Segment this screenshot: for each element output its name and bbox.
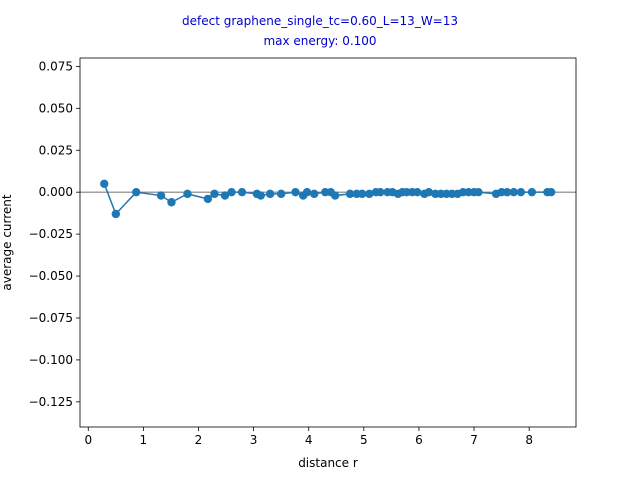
x-tick-label: 2 <box>195 433 203 447</box>
x-axis-label: distance r <box>298 456 358 470</box>
data-point <box>276 189 286 199</box>
data-point <box>474 187 483 197</box>
data-point <box>265 189 275 199</box>
y-tick-label: −0.100 <box>29 353 73 367</box>
y-tick-label: −0.025 <box>29 227 73 241</box>
data-point <box>183 189 192 199</box>
y-tick-label: −0.125 <box>29 395 73 409</box>
data-point <box>376 187 385 197</box>
data-point <box>256 191 265 200</box>
data-point <box>291 187 300 197</box>
x-tick-label: 3 <box>250 433 258 447</box>
chart-title-line-2: max energy: 0.100 <box>263 34 376 48</box>
chart-title: defect graphene_single_tc=0.60_L=13_W=13… <box>182 14 458 48</box>
data-point <box>527 187 537 197</box>
x-tick-label: 6 <box>415 433 423 447</box>
y-tick-label: 0.075 <box>39 59 73 73</box>
data-point <box>302 187 312 197</box>
data-point <box>132 187 141 197</box>
y-tick-label: −0.050 <box>29 269 73 283</box>
data-point <box>220 191 230 200</box>
data-point <box>310 189 319 199</box>
x-axis: 0 1 2 3 4 5 6 7 8 <box>84 427 533 447</box>
axes-frame <box>79 57 577 428</box>
data-point <box>111 209 121 219</box>
data-point <box>345 189 355 199</box>
y-axis: 0.075 0.050 0.025 0.000 −0.025 −0.050 −0.075 −0… <box>29 59 80 409</box>
x-tick-label: 5 <box>360 433 368 447</box>
data-point <box>424 187 434 197</box>
x-tick-label: 8 <box>525 433 533 447</box>
data-point <box>547 187 556 197</box>
data-point <box>413 187 422 197</box>
y-tick-label: 0.050 <box>39 101 73 115</box>
data-point <box>227 187 236 197</box>
data-point <box>516 187 526 197</box>
data-point <box>203 194 213 204</box>
data-point <box>100 179 109 188</box>
x-tick-label: 1 <box>140 433 148 447</box>
data-point <box>156 191 166 200</box>
x-tick-label: 4 <box>305 433 313 447</box>
data-point <box>210 189 219 199</box>
data-point <box>365 189 374 199</box>
plot-area <box>80 179 576 219</box>
data-point <box>167 198 176 207</box>
data-point <box>330 191 340 200</box>
y-tick-label: 0.000 <box>39 185 73 199</box>
y-axis-label: average current <box>0 194 14 291</box>
data-point <box>237 187 247 197</box>
x-tick-label: 7 <box>470 433 478 447</box>
data-point <box>502 187 512 197</box>
data-point <box>357 189 367 199</box>
y-tick-label: 0.025 <box>39 143 73 157</box>
chart-title-line-1: defect graphene_single_tc=0.60_L=13_W=13 <box>182 14 458 28</box>
x-tick-label: 0 <box>84 433 92 447</box>
y-tick-label: −0.075 <box>29 311 73 325</box>
data-point <box>509 187 518 197</box>
